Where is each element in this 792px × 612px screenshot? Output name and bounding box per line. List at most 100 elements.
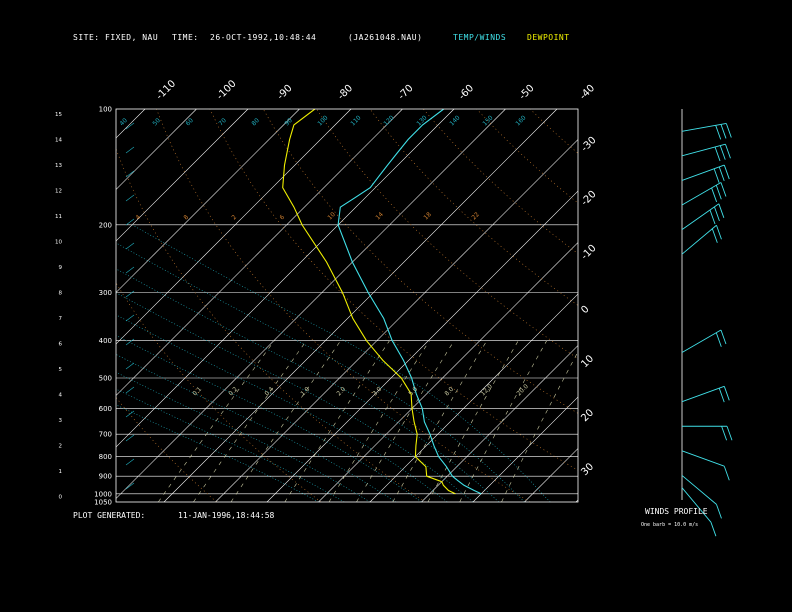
time-value: 26-OCT-1992,10:48:44 bbox=[210, 33, 317, 42]
wind-barb-flag bbox=[716, 504, 722, 519]
time-label: TIME: bbox=[172, 33, 199, 42]
pressure-axis-label: 400 bbox=[99, 337, 112, 345]
isotherm-line bbox=[0, 109, 42, 502]
winds-profile-title: WINDS PROFILE bbox=[645, 507, 708, 516]
height-axis-label: 1 bbox=[59, 469, 63, 475]
isotherm-line bbox=[369, 293, 578, 502]
mixing-ratio-label: 1.0 bbox=[299, 386, 311, 398]
height-axis-label: 5 bbox=[59, 367, 63, 373]
isotherm-line bbox=[628, 109, 792, 502]
mixing-ratio-label: 0.4 bbox=[263, 386, 275, 398]
wind-barb-flag bbox=[725, 123, 732, 138]
mixing-ratio-line bbox=[501, 351, 578, 502]
wind-barb-shaft bbox=[681, 143, 726, 157]
plot-frame bbox=[115, 108, 579, 503]
wind-barb-shaft bbox=[681, 164, 725, 181]
isotherm-line bbox=[116, 109, 352, 345]
isotherm-right-label: 0 bbox=[579, 304, 591, 316]
wind-barb-flag bbox=[710, 522, 717, 537]
theta-label: 150 bbox=[481, 114, 494, 127]
dry-adiabat-label: 6 bbox=[278, 214, 286, 222]
pressure-axis-label: 300 bbox=[99, 289, 112, 297]
wind-barbs-group bbox=[681, 123, 733, 537]
dry-adiabat bbox=[116, 396, 217, 502]
theta-label: 100 bbox=[316, 114, 329, 127]
mixing-ratio-label: 3.0 bbox=[371, 386, 383, 398]
wind-barb-shaft bbox=[681, 329, 722, 353]
isotherm-top-label: -80 bbox=[336, 83, 355, 102]
pressure-axis-label: 700 bbox=[99, 431, 112, 439]
dry-adiabat bbox=[316, 109, 578, 359]
height-axis-label: 7 bbox=[59, 316, 63, 322]
mixing-ratio-label: 20.0 bbox=[515, 383, 530, 398]
pressure-axis-label: 1000 bbox=[94, 490, 112, 498]
mixing-ratio-line bbox=[459, 340, 547, 502]
moist-adiabat bbox=[116, 354, 396, 502]
mixing-ratio-label: 8.0 bbox=[443, 386, 455, 398]
height-axis-label: 15 bbox=[55, 112, 62, 118]
isotherm-top-label: -50 bbox=[517, 83, 536, 102]
isotherm-line bbox=[215, 139, 578, 502]
dry-adiabat-label: 10 bbox=[326, 211, 336, 221]
height-tick-mark bbox=[125, 338, 135, 346]
wind-barb-flag bbox=[716, 225, 722, 240]
wind-barb-flag bbox=[723, 466, 730, 481]
plot-area bbox=[0, 109, 792, 502]
isotherm-top-label: -100 bbox=[215, 78, 239, 102]
dry-adiabat bbox=[262, 109, 578, 414]
wind-barb-shaft bbox=[681, 450, 725, 467]
height-axis-label: 12 bbox=[55, 189, 62, 195]
mixing-ratio-label: 0.2 bbox=[227, 386, 239, 398]
wind-barb-shaft bbox=[681, 475, 717, 505]
isotherm-line bbox=[421, 345, 578, 502]
wind-barb-flag bbox=[711, 228, 718, 243]
dry-adiabat bbox=[116, 147, 426, 502]
isotherm-right-label: 10 bbox=[579, 353, 596, 370]
height-tick-mark bbox=[125, 266, 135, 274]
isotherm-top-label: -70 bbox=[396, 83, 415, 102]
file-id: (JA261048.NAU) bbox=[348, 33, 423, 42]
isotherm-line bbox=[116, 109, 300, 293]
isotherm-line bbox=[575, 499, 578, 502]
isotherm-top-label: -40 bbox=[578, 83, 597, 102]
isotherm-right-label: -30 bbox=[579, 135, 598, 154]
wind-barb-flag bbox=[725, 144, 731, 159]
theta-label: 70 bbox=[217, 117, 227, 127]
wind-barb-flag bbox=[720, 329, 727, 345]
isotherm-line bbox=[116, 109, 403, 396]
mixing-ratio-line bbox=[328, 340, 430, 502]
dry-adiabat bbox=[476, 109, 578, 204]
height-axis-label: 8 bbox=[59, 291, 63, 297]
theta-label: 140 bbox=[448, 114, 461, 127]
mixing-ratio-line bbox=[158, 340, 275, 502]
isotherm-right-label: -20 bbox=[579, 189, 598, 208]
isotherm-top-label: -110 bbox=[154, 78, 178, 102]
height-tick-mark bbox=[125, 146, 135, 154]
dry-adiabat-label: 18 bbox=[422, 211, 432, 221]
wind-barb-flag bbox=[711, 187, 718, 203]
wind-barb-flag bbox=[718, 387, 725, 403]
theta-label: 90 bbox=[283, 117, 293, 127]
pressure-axis-label: 200 bbox=[99, 221, 112, 229]
theta-label: 120 bbox=[382, 114, 395, 127]
moist-adiabat bbox=[116, 334, 422, 502]
moist-adiabat bbox=[116, 242, 525, 502]
moist-adiabat bbox=[116, 314, 448, 502]
theta-label: 40 bbox=[118, 117, 128, 127]
plot-generated-value: 11-JAN-1996,18:44:58 bbox=[178, 511, 275, 520]
wind-barb-shaft bbox=[681, 203, 720, 230]
height-axis-label: 0 bbox=[59, 495, 63, 501]
wind-barb-flag bbox=[709, 209, 716, 225]
wind-barb-shaft bbox=[681, 123, 727, 132]
pressure-axis-label: 1050 bbox=[94, 499, 112, 507]
wind-barb-shaft bbox=[681, 385, 725, 403]
plot-generated-label: PLOT GENERATED: bbox=[73, 511, 146, 520]
mixing-ratio-label: 2.0 bbox=[335, 386, 347, 398]
wind-barb-flag bbox=[720, 182, 727, 197]
height-axis-label: 6 bbox=[59, 342, 63, 348]
height-axis-label: 4 bbox=[59, 393, 63, 399]
height-axis-label: 11 bbox=[55, 214, 62, 220]
height-tick-mark bbox=[125, 242, 135, 250]
height-tick-mark bbox=[125, 458, 135, 466]
isotherm-line bbox=[116, 109, 506, 499]
